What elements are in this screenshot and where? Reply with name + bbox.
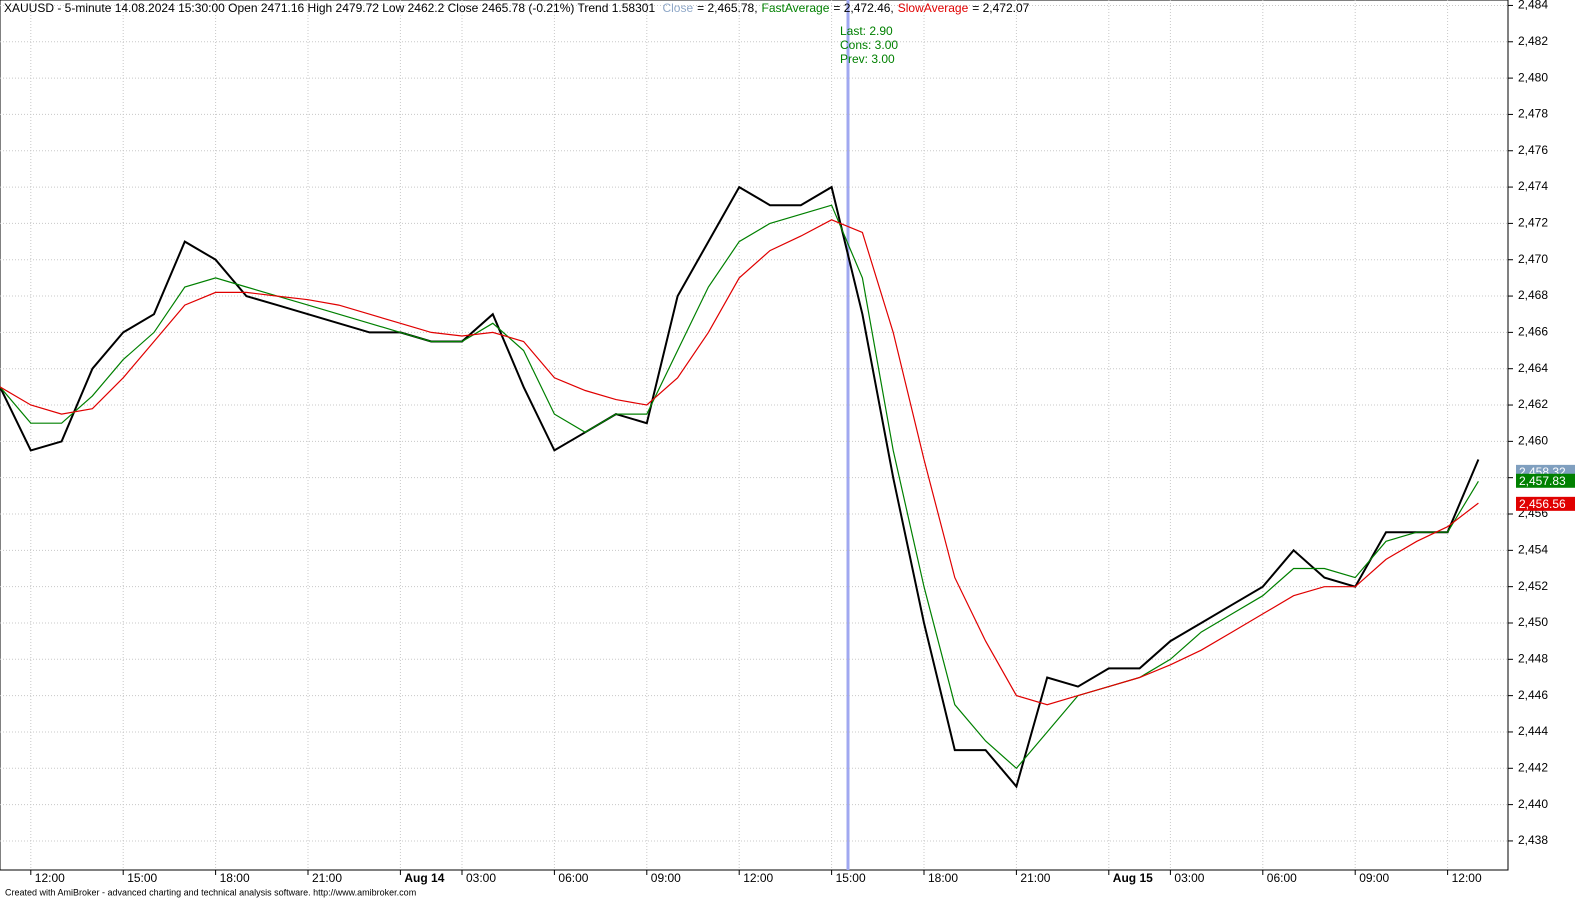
y-tick-label: 2,472 — [1518, 216, 1548, 230]
legend-name: SlowAverage — [898, 1, 969, 15]
legend-value: = 2,465.78, — [697, 1, 757, 15]
x-tick-label: 15:00 — [127, 871, 157, 885]
series-line — [0, 185, 1480, 789]
x-tick-label: 21:00 — [312, 871, 342, 885]
x-tick-label: 21:00 — [1020, 871, 1050, 885]
x-tick-label: 18:00 — [220, 871, 250, 885]
annotation: Prev: 3.00 — [840, 52, 895, 66]
y-tick-label: 2,462 — [1518, 397, 1548, 411]
footer: Created with AmiBroker - advanced charti… — [5, 887, 416, 897]
y-tick-label: 2,478 — [1518, 107, 1548, 121]
y-tick-label: 2,470 — [1518, 252, 1548, 266]
legend-name: FastAverage — [762, 1, 830, 15]
x-tick-label: Aug 15 — [1113, 871, 1153, 885]
price-marker — [1516, 496, 1575, 511]
y-tick-label: 2,450 — [1518, 615, 1548, 629]
y-tick-label: 2,446 — [1518, 688, 1548, 702]
y-tick-label: 2,444 — [1518, 724, 1548, 738]
series-line — [0, 219, 1479, 706]
annotation: Cons: 3.00 — [840, 38, 898, 52]
price-marker — [1516, 473, 1575, 488]
grid — [0, 0, 1508, 870]
y-tick-label: 2,484 — [1518, 0, 1548, 12]
annotation: Last: 2.90 — [840, 24, 893, 38]
y-tick-label: 2,438 — [1518, 833, 1548, 847]
y-tick-label: 2,460 — [1518, 434, 1548, 448]
x-tick-label: 03:00 — [466, 871, 496, 885]
x-tick-label: 09:00 — [651, 871, 681, 885]
y-tick-label: 2,474 — [1518, 179, 1548, 193]
series-lines — [0, 185, 1480, 789]
x-tick-label: Aug 14 — [404, 871, 444, 885]
y-tick-label: 2,440 — [1518, 797, 1548, 811]
plot-frame — [0, 0, 1509, 871]
x-tick-label: 15:00 — [836, 871, 866, 885]
y-tick-label: 2,452 — [1518, 579, 1548, 593]
legend-value: = 2,472.07 — [972, 1, 1029, 15]
price-marker-label: 2,456.56 — [1519, 497, 1566, 511]
x-tick-label: 06:00 — [1267, 871, 1297, 885]
legend-value: = 2,472.46, — [833, 1, 893, 15]
x-tick-label: 12:00 — [1452, 871, 1482, 885]
y-tick-label: 2,476 — [1518, 143, 1548, 157]
series-line — [0, 204, 1479, 770]
y-tick-label: 2,442 — [1518, 760, 1548, 774]
y-tick-label: 2,466 — [1518, 325, 1548, 339]
x-tick-label: 12:00 — [35, 871, 65, 885]
price-marker-label: 2,457.83 — [1519, 474, 1566, 488]
y-tick-label: 2,454 — [1518, 543, 1548, 557]
y-tick-label: 2,448 — [1518, 651, 1548, 665]
x-tick-label: 06:00 — [558, 871, 588, 885]
y-tick-label: 2,468 — [1518, 288, 1548, 302]
x-tick-label: 03:00 — [1174, 871, 1204, 885]
x-tick-label: 18:00 — [928, 871, 958, 885]
y-tick-label: 2,482 — [1518, 34, 1548, 48]
x-tick-label: 09:00 — [1359, 871, 1389, 885]
x-tick-label: 12:00 — [743, 871, 773, 885]
y-tick-label: 2,480 — [1518, 70, 1548, 84]
legend-name: Close — [662, 1, 693, 15]
y-tick-label: 2,464 — [1518, 361, 1548, 375]
header-title: XAUUSD - 5-minute 14.08.2024 15:30:00 Op… — [4, 1, 655, 15]
header: XAUUSD - 5-minute 14.08.2024 15:30:00 Op… — [4, 1, 1030, 15]
